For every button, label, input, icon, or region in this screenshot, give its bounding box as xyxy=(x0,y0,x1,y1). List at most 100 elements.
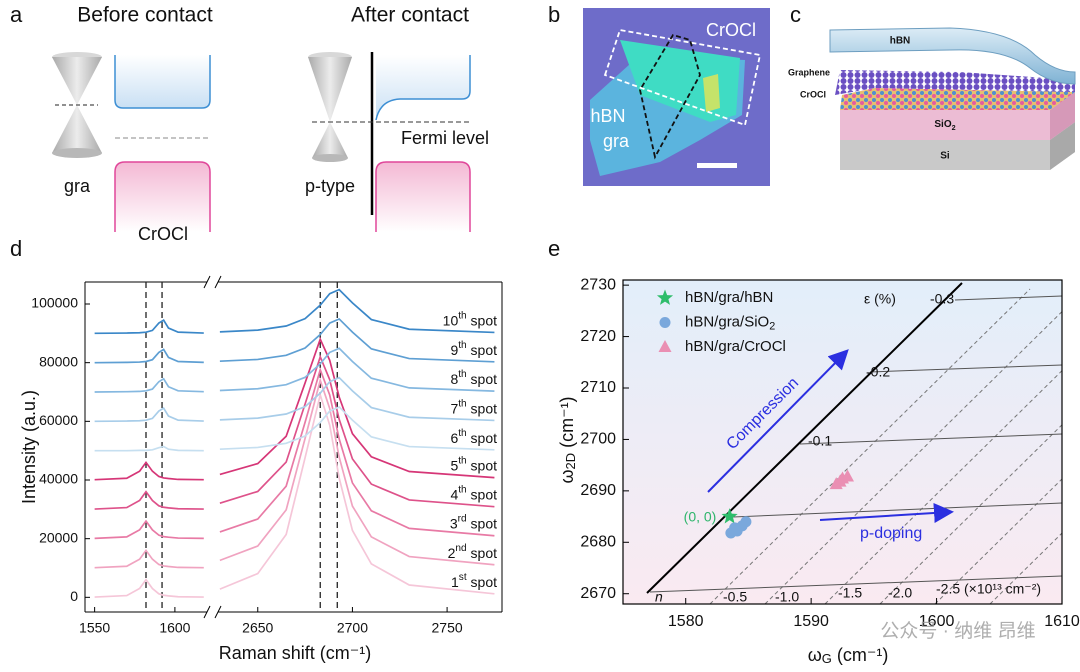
band-edge xyxy=(114,55,211,109)
annotation: -1.5 xyxy=(838,585,862,601)
x-axis-label: ωG (cm⁻¹) xyxy=(808,645,889,667)
si-slab xyxy=(840,122,1075,170)
watermark: 公众号 · 纳维 昂维 xyxy=(880,620,1035,642)
sio2-slab xyxy=(840,92,1075,140)
y-tick-label: 80000 xyxy=(39,353,78,369)
guide xyxy=(649,575,1062,593)
series-label: 10th spot xyxy=(443,310,497,328)
spectrum-line xyxy=(94,406,204,423)
cone-bottom xyxy=(312,154,348,162)
plot-frame xyxy=(622,279,1063,605)
panel-label: a xyxy=(10,2,23,27)
series-label: 9th spot xyxy=(450,339,497,357)
data-point xyxy=(729,522,741,534)
annotation: -0.5 xyxy=(723,589,747,605)
axis-break xyxy=(203,275,211,289)
y-axis-label: ω2D (cm⁻¹) xyxy=(557,396,579,483)
series-label: 1st spot xyxy=(451,571,497,589)
guide xyxy=(869,364,1062,373)
band-edge xyxy=(375,55,471,121)
arrow xyxy=(707,349,849,493)
guide xyxy=(764,310,1062,604)
x-tick-label: 1580 xyxy=(668,613,704,630)
band-edge xyxy=(375,161,471,232)
hbn-layer xyxy=(829,27,1076,85)
x-tick-label: 1610 xyxy=(1044,613,1080,630)
spectrum-line xyxy=(219,317,495,363)
annotation: -2.5 (×10¹³ cm⁻²) xyxy=(936,581,1041,597)
layer-label: Si xyxy=(940,151,950,162)
spectrum-line xyxy=(219,376,495,422)
series-label: 2nd spot xyxy=(448,542,497,560)
layer-label: CrOCl xyxy=(800,89,826,99)
y-tick-label: 60000 xyxy=(39,412,78,428)
scale-bar xyxy=(697,163,737,168)
y-tick-label: 2670 xyxy=(580,585,616,602)
annotation: (0, 0) xyxy=(684,509,717,525)
spectrum-line xyxy=(219,288,495,334)
x-tick-label: 2700 xyxy=(337,620,368,636)
spectrum-line xyxy=(94,548,204,569)
guide xyxy=(824,370,1062,604)
spectrum-line xyxy=(219,405,495,451)
y-tick-label: 2680 xyxy=(580,534,616,551)
label: gra xyxy=(603,131,630,151)
annotation: -0.3 xyxy=(930,291,954,307)
series-label: 4th spot xyxy=(450,484,497,502)
axis-break xyxy=(203,605,211,619)
arrow xyxy=(819,503,954,523)
panel-label: d xyxy=(10,236,22,261)
label: CrOCl xyxy=(706,20,756,40)
valence-band xyxy=(376,162,470,232)
axis-break xyxy=(214,605,222,619)
panel-title: After contact xyxy=(351,4,469,27)
spectrum-line xyxy=(94,519,204,540)
y-axis-label: Intensity (a.u.) xyxy=(19,390,39,504)
data-point xyxy=(833,474,847,487)
flake xyxy=(703,74,720,112)
panel-b: b CrOCl hBN gra xyxy=(548,2,770,186)
y-tick-label: 0 xyxy=(70,588,78,604)
series-label: 7th spot xyxy=(450,398,497,416)
annotation: -1.0 xyxy=(775,589,799,605)
conduction-band xyxy=(115,55,210,108)
strain-line xyxy=(646,282,963,594)
crocl-layer xyxy=(840,88,1075,110)
band-edge xyxy=(114,161,211,232)
graphene-layer xyxy=(835,70,1075,95)
axis-break xyxy=(214,275,222,289)
slab-side xyxy=(1050,122,1075,170)
guide xyxy=(709,288,1031,604)
valence-band xyxy=(115,162,210,232)
dirac-cone xyxy=(52,105,102,153)
guide-lines xyxy=(646,282,1062,604)
y-tick-label: 2730 xyxy=(580,276,616,293)
y-tick-label: 2720 xyxy=(580,328,616,345)
y-tick-label: 2690 xyxy=(580,482,616,499)
legend-label: hBN/gra/SiO2 xyxy=(685,313,775,332)
guide xyxy=(954,295,1062,301)
y-tick-label: 100000 xyxy=(31,295,78,311)
data-point xyxy=(841,469,855,482)
y-tick-label: 40000 xyxy=(39,471,78,487)
annotation: n xyxy=(655,589,663,605)
legend-marker xyxy=(656,289,674,305)
legend-marker xyxy=(659,317,671,328)
x-tick-label: 1600 xyxy=(159,620,190,636)
panel-d: d Raman shift (cm⁻¹) Intensity (a.u.) 0 2… xyxy=(10,236,503,663)
dirac-cone xyxy=(52,57,102,105)
data-point xyxy=(721,508,738,524)
spectrum-line xyxy=(219,367,495,537)
guide xyxy=(879,424,1062,604)
annotation: -0.1 xyxy=(808,433,832,449)
x-tick-label: 1600 xyxy=(919,613,955,630)
x-axis-label: Raman shift (cm⁻¹) xyxy=(219,643,372,663)
panel-label: b xyxy=(548,2,560,27)
x-tick-label: 1550 xyxy=(79,620,110,636)
legend-label: hBN/gra/hBN xyxy=(685,289,773,306)
legend-label: hBN/gra/CrOCl xyxy=(685,338,786,355)
annotation: -0.2 xyxy=(866,364,890,380)
guide xyxy=(732,502,1062,518)
panel-label: c xyxy=(790,2,801,27)
